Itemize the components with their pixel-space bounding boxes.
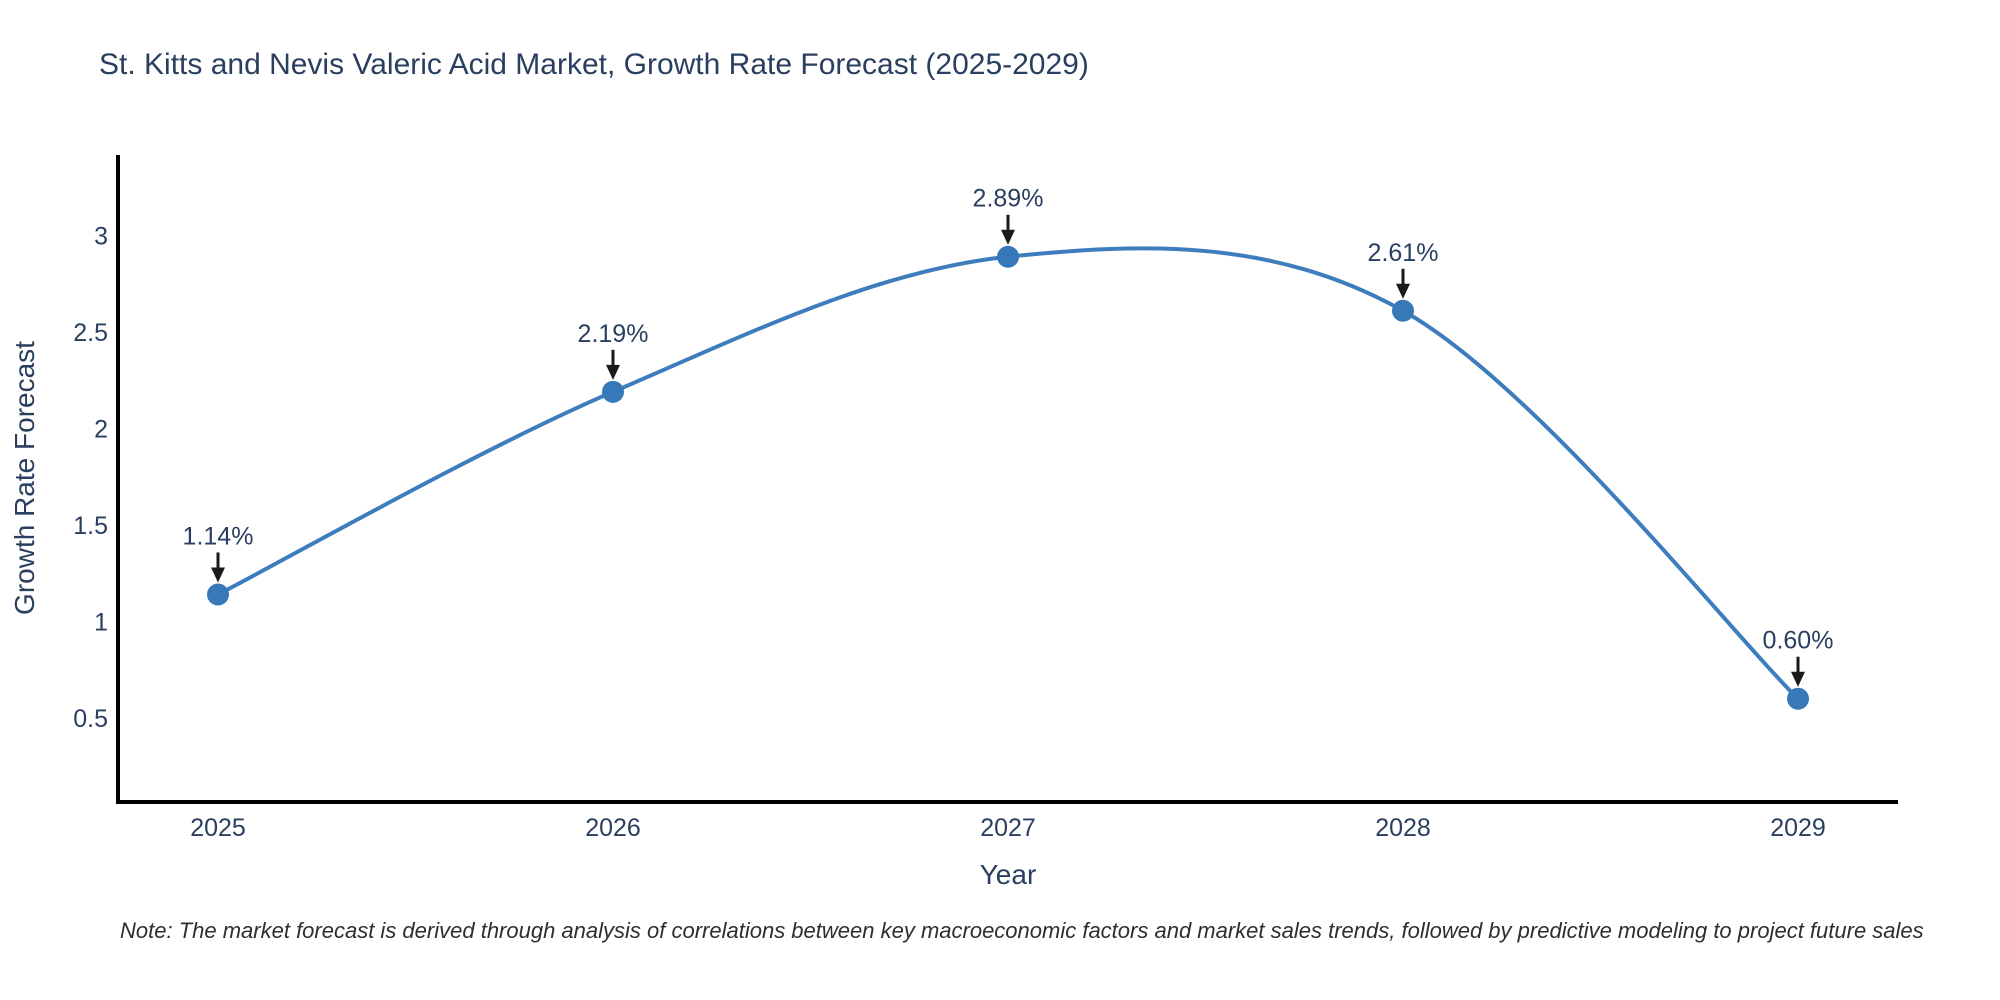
data-point[interactable] — [602, 380, 624, 403]
point-value-label: 1.14% — [183, 522, 254, 550]
data-points — [207, 245, 1809, 710]
y-tick-label: 1 — [94, 609, 108, 637]
point-value-label: 0.60% — [1763, 627, 1834, 655]
annotation-arrowhead — [1791, 671, 1805, 687]
annotation-arrowhead — [1001, 229, 1015, 245]
data-point[interactable] — [1787, 687, 1809, 710]
x-tick-label: 2026 — [585, 814, 641, 842]
annotation-arrowhead — [606, 364, 620, 380]
x-axis-title: Year — [980, 859, 1037, 890]
point-value-label: 2.19% — [578, 320, 649, 348]
y-tick-label: 3 — [94, 223, 108, 251]
x-tick-label: 2025 — [190, 814, 246, 842]
x-tick-label: 2029 — [1770, 814, 1826, 842]
trend-line — [216, 246, 1800, 701]
annotation-arrowhead — [1396, 283, 1410, 299]
footnote: Note: The market forecast is derived thr… — [120, 918, 1924, 943]
x-axis-tick-labels: 2025 2026 2027 2028 2029 — [190, 814, 1826, 842]
x-tick-label: 2028 — [1375, 814, 1431, 842]
point-annotations: 1.14% 2.19% 2.89% 2.61% 0.60% — [183, 185, 1834, 687]
y-tick-label: 1.5 — [73, 512, 108, 540]
annotation-arrowhead — [211, 567, 225, 583]
point-value-label: 2.89% — [973, 185, 1044, 213]
y-tick-label: 2 — [94, 416, 108, 444]
data-point[interactable] — [997, 245, 1019, 268]
point-value-label: 2.61% — [1368, 239, 1439, 267]
chart-title: St. Kitts and Nevis Valeric Acid Market,… — [99, 48, 1089, 81]
y-axis-tick-labels: 0.5 1 1.5 2 2.5 3 — [73, 223, 108, 734]
y-tick-label: 0.5 — [73, 705, 108, 733]
y-axis-title: Growth Rate Forecast — [9, 341, 40, 615]
data-point[interactable] — [1392, 299, 1414, 322]
y-tick-label: 2.5 — [73, 319, 108, 347]
x-tick-label: 2027 — [980, 814, 1036, 842]
data-point[interactable] — [207, 583, 229, 606]
